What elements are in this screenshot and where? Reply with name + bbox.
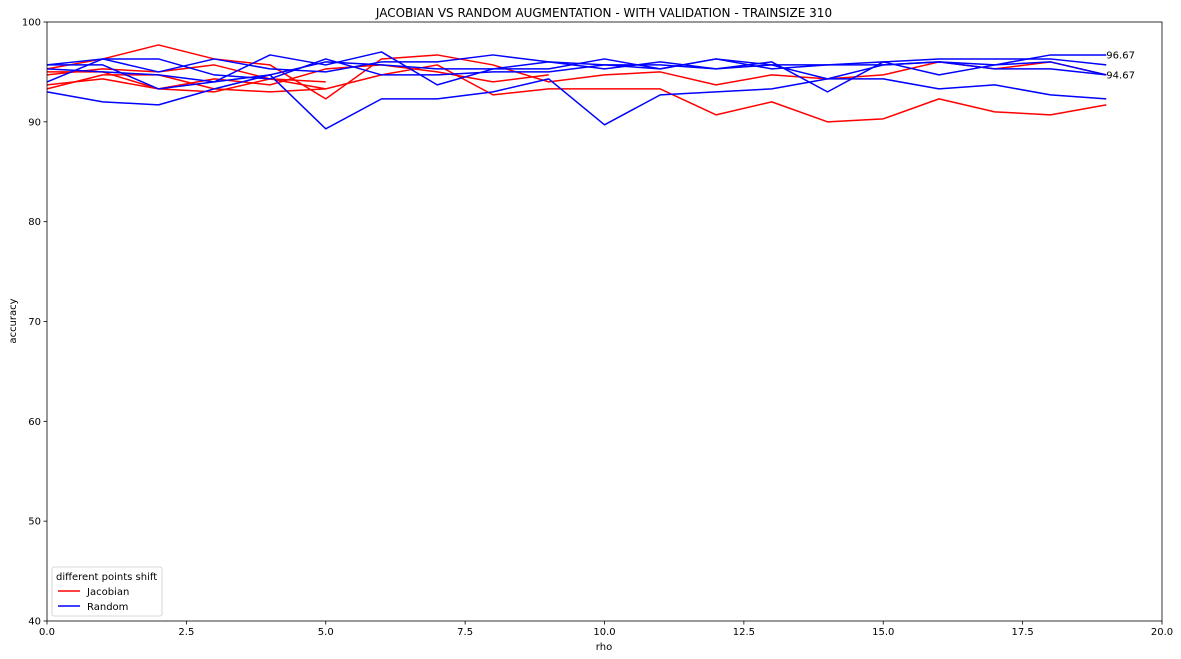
chart-title: JACOBIAN VS RANDOM AUGMENTATION - WITH V… bbox=[375, 6, 832, 20]
series-line-random-7 bbox=[46, 74, 1107, 130]
y-tick-label: 50 bbox=[28, 517, 41, 528]
legend-box bbox=[51, 566, 163, 617]
series-line-jacobian-3 bbox=[46, 64, 326, 90]
x-tick-label: 20.0 bbox=[1151, 627, 1173, 638]
legend-label-jacobian: Jacobian bbox=[86, 587, 129, 598]
y-tick-label: 70 bbox=[28, 317, 41, 328]
y-tick-label: 40 bbox=[28, 617, 41, 628]
series-line-random-5 bbox=[46, 54, 1107, 93]
series-line-random-9 bbox=[47, 58, 1107, 90]
y-tick-label: 60 bbox=[28, 417, 41, 428]
x-tick-label: 5.0 bbox=[318, 627, 334, 638]
y-tick-label: 100 bbox=[22, 18, 41, 29]
x-tick-label: 17.5 bbox=[1011, 627, 1033, 638]
y-axis-label: accuracy bbox=[8, 298, 19, 343]
x-tick-label: 12.5 bbox=[733, 627, 755, 638]
legend: different points shift Jacobian Random bbox=[51, 566, 163, 617]
x-tick-label: 2.5 bbox=[178, 627, 194, 638]
annotation-layer: 96.67 94.67 bbox=[1106, 51, 1135, 82]
y-tick-label: 80 bbox=[28, 217, 41, 228]
series-layer bbox=[46, 44, 1107, 130]
y-tick-label: 90 bbox=[28, 117, 41, 128]
x-tick-label: 7.5 bbox=[457, 627, 473, 638]
x-tick-label: 0.0 bbox=[39, 627, 55, 638]
legend-label-random: Random bbox=[87, 602, 128, 613]
x-tick-label: 10.0 bbox=[593, 627, 615, 638]
y-axis-ticks: 40 50 60 70 80 90 100 bbox=[22, 18, 47, 628]
end-value-label: 96.67 bbox=[1106, 51, 1135, 62]
x-axis-ticks: 0.0 2.5 5.0 7.5 10.0 12.5 15.0 17.5 20.0 bbox=[39, 621, 1173, 638]
x-tick-label: 15.0 bbox=[872, 627, 894, 638]
end-value-label: 94.67 bbox=[1106, 71, 1135, 82]
x-axis-label: rho bbox=[596, 642, 612, 653]
legend-title: different points shift bbox=[56, 572, 157, 583]
